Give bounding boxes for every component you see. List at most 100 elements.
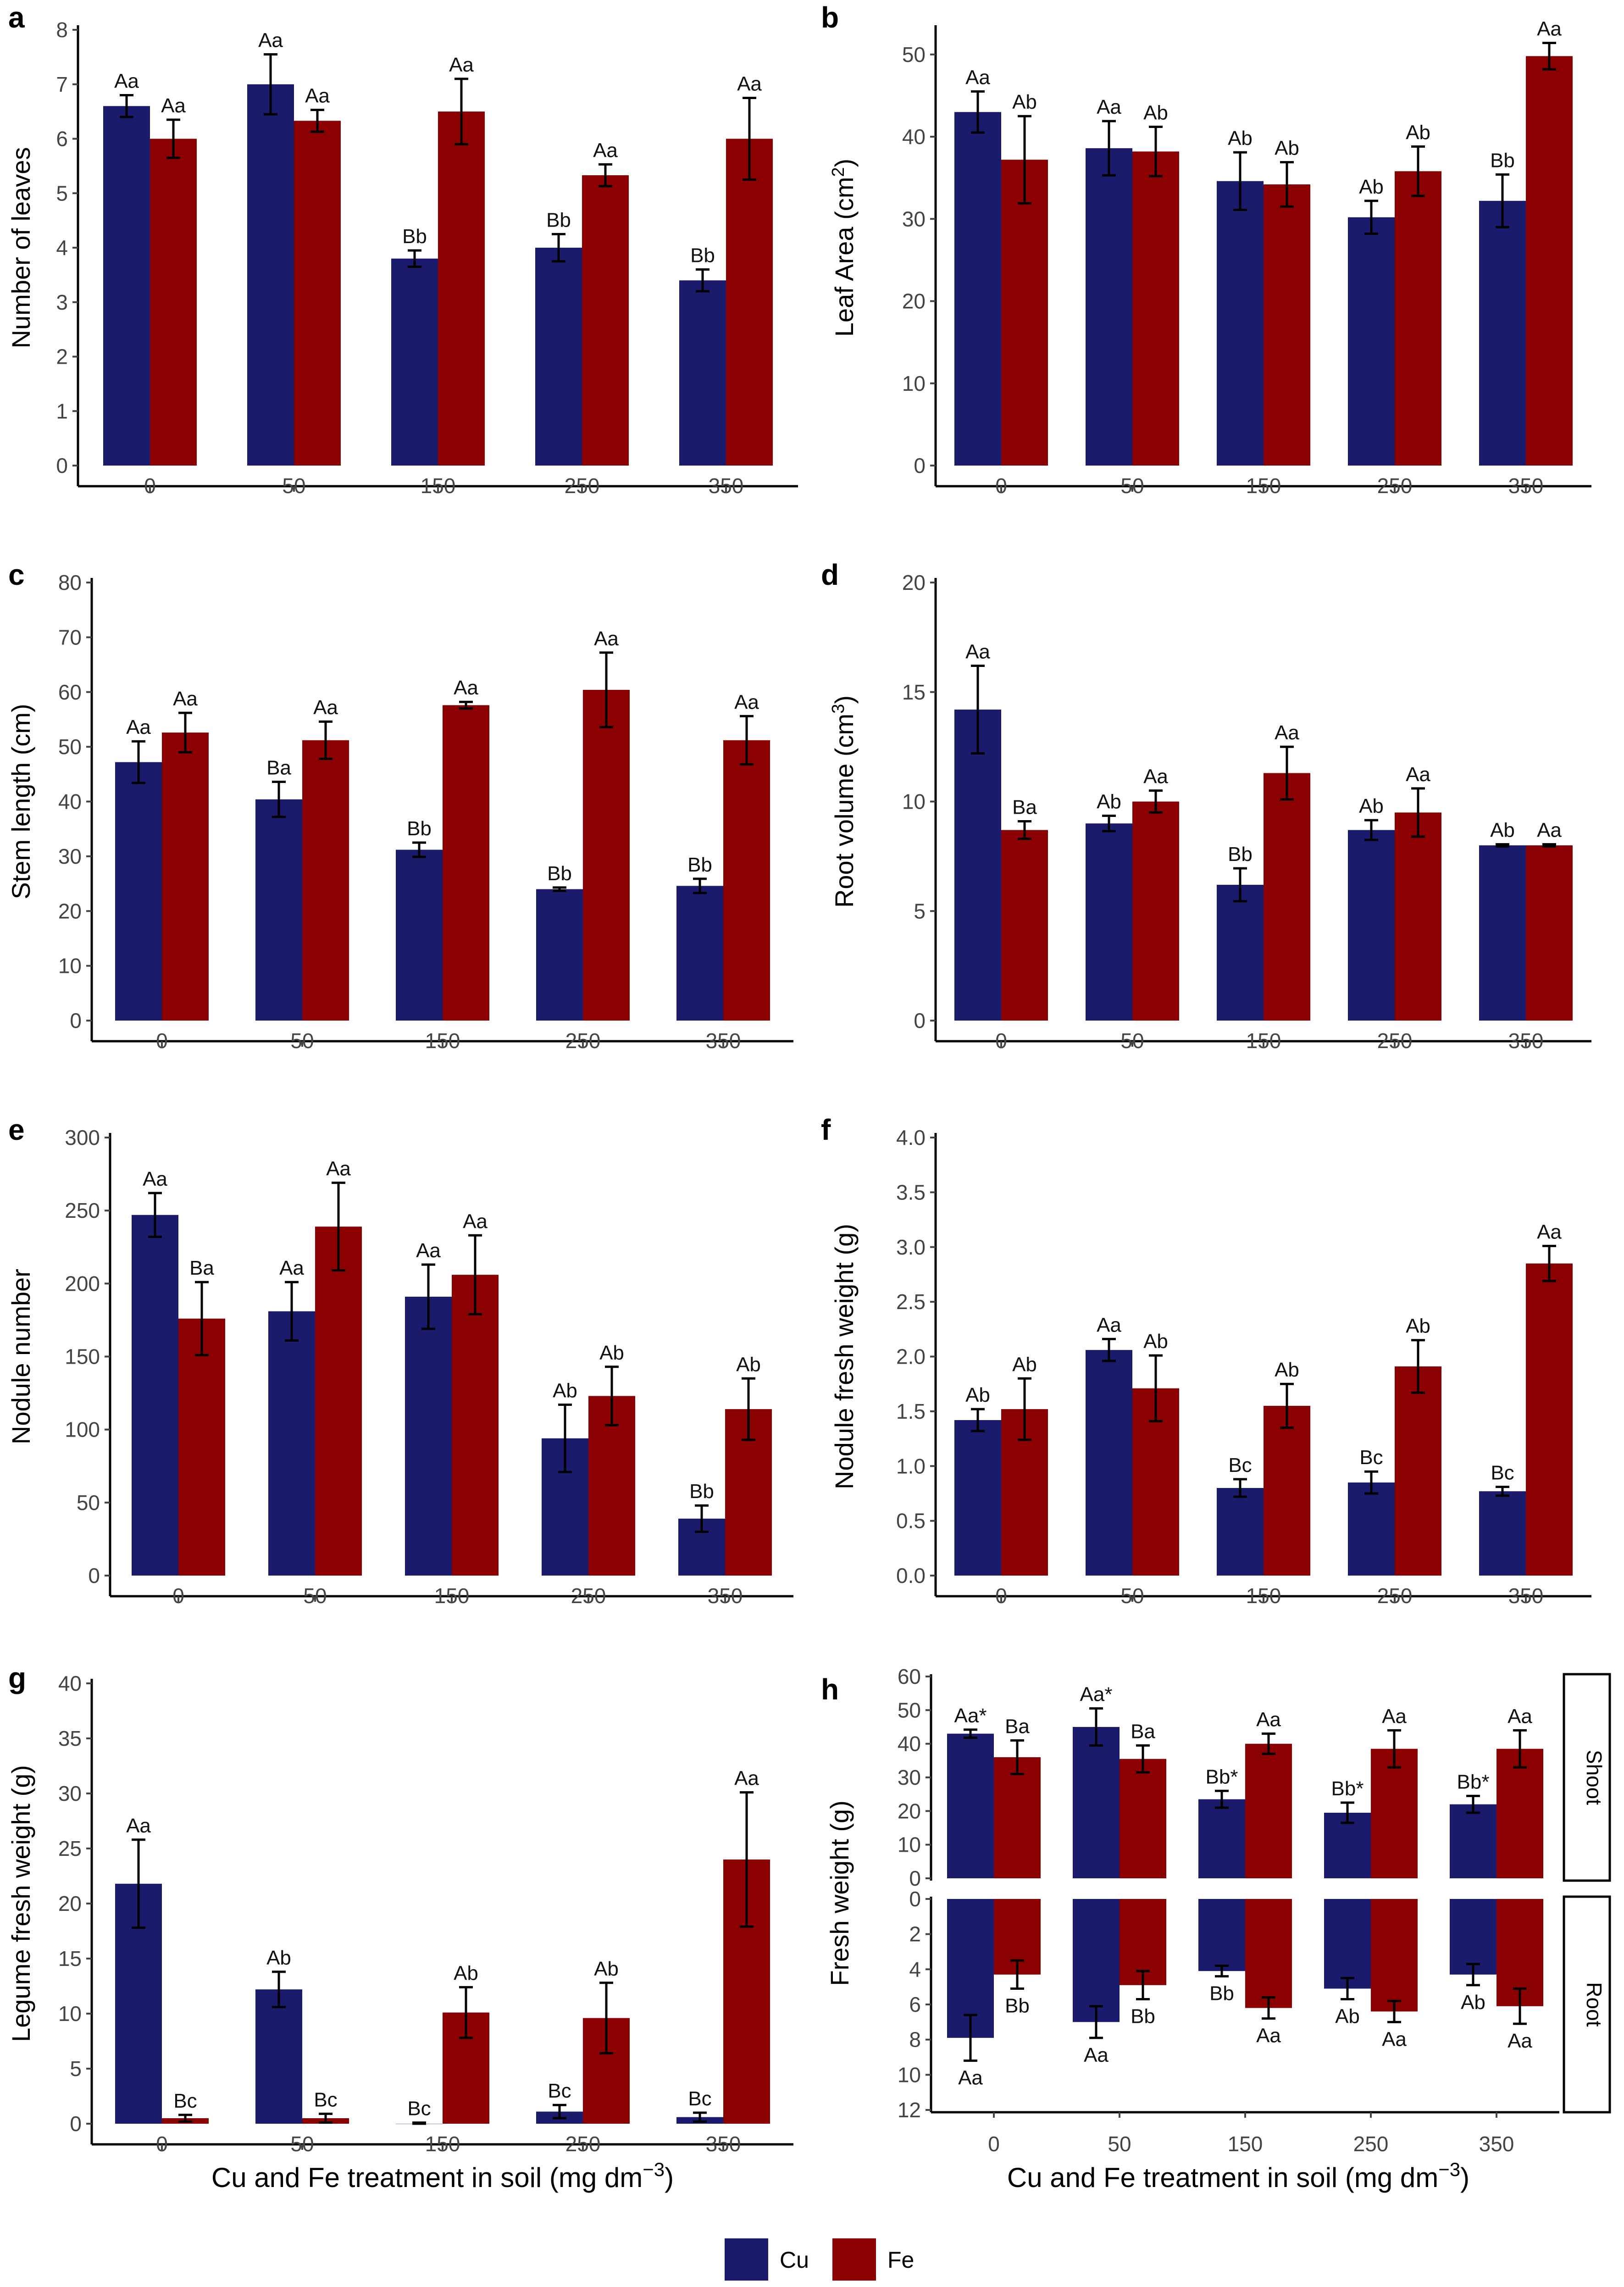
bar-fe-150: [1245, 1743, 1292, 1878]
significance-label: Aa: [1097, 1314, 1121, 1336]
bar-cu-250: [1348, 830, 1395, 1021]
significance-label: Ab: [965, 1384, 990, 1406]
bar-fe-0: [178, 1318, 225, 1576]
bar-fe-150: [1264, 773, 1310, 1021]
x-tick-label: 0: [156, 1029, 168, 1053]
significance-label: Bb: [1131, 2005, 1155, 2028]
y-tick-label: 40: [58, 1671, 82, 1695]
bar-cu-0: [947, 1733, 994, 1878]
y-tick-label: 10: [902, 790, 926, 814]
significance-label: Aa: [965, 640, 990, 663]
significance-label: Ab: [1359, 176, 1384, 198]
x-tick-label: 250: [1353, 2132, 1389, 2156]
x-tick-label: 250: [565, 2132, 601, 2156]
significance-label: Ab: [1406, 1315, 1430, 1338]
y-tick-label: 50: [77, 1491, 100, 1515]
significance-label: Aa: [463, 1210, 488, 1232]
x-tick-label: 0: [988, 2132, 1000, 2156]
y-tick-label: 20: [902, 571, 926, 594]
x-axis-title: Cu and Fe treatment in soil (mg dm−3): [211, 2159, 674, 2193]
panel-e: 0 50 100 150 200 250 300 0 50 150 250 350 Aa Aa Aa Ab Bb…: [6, 1113, 793, 1608]
panel-a: 0 1 2 3 4 5 6 7 8 0 50 150 250 350 Aa Aa Bb Bb Bb Aa Aa Aa Aa A…: [6, 1, 798, 498]
y-tick-label: 50: [902, 43, 926, 67]
x-tick-label: 50: [1120, 1029, 1144, 1053]
y-tick-label: 0: [914, 454, 926, 477]
panel-f: 0.0 0.5 1.0 1.5 2.0 2.5 3.0 3.5 4.0 0 50 150 250 350 A…: [821, 1113, 1591, 1608]
x-tick-label: 350: [709, 474, 744, 498]
bar-cu-150: [1198, 1899, 1245, 1971]
significance-label: Bb*: [1206, 1765, 1238, 1788]
significance-label: Bb: [546, 209, 571, 231]
facet-label: Root: [1582, 1982, 1606, 2026]
significance-label: Ab: [1275, 1359, 1299, 1381]
significance-label: Bb: [1490, 149, 1515, 172]
y-tick-label: 8: [56, 18, 68, 42]
y-tick-label: 40: [58, 790, 82, 814]
x-tick-label: 350: [1508, 1584, 1544, 1608]
y-tick-label: 60: [58, 680, 82, 704]
significance-label: Ab: [266, 1947, 291, 1969]
significance-label: Aa: [313, 696, 338, 719]
panel-letter: c: [8, 558, 25, 591]
bar-cu-350: [1450, 1804, 1497, 1878]
y-tick-label: 20: [58, 1892, 82, 1915]
y-axis-title: Root volume (cm3): [829, 695, 859, 908]
x-tick-label: 150: [1246, 1584, 1281, 1608]
panel-letter: f: [821, 1113, 831, 1146]
bar-cu-350: [1479, 845, 1526, 1021]
significance-label: Aa: [279, 1257, 304, 1279]
bar-fe-350: [726, 139, 773, 466]
significance-label: Aa: [258, 29, 283, 51]
bar-cu-350: [676, 886, 723, 1021]
bar-cu-0: [954, 1420, 1001, 1576]
bar-fe-50: [1132, 801, 1179, 1021]
significance-label: Ab: [1012, 1353, 1037, 1376]
y-axis-title: Number of leaves: [6, 147, 35, 349]
significance-label: Ba: [1012, 796, 1037, 818]
bar-cu-0: [954, 112, 1001, 466]
y-tick-label: 30: [898, 1765, 921, 1789]
significance-label: Ab: [1359, 795, 1384, 817]
bar-cu-50: [1073, 1727, 1120, 1878]
x-tick-label: 150: [425, 1029, 460, 1053]
y-tick-label: 0: [56, 454, 68, 477]
x-tick-label: 350: [1508, 474, 1544, 498]
y-tick-label: 6: [909, 1993, 921, 2016]
significance-label: Aa: [734, 1767, 759, 1790]
significance-label: Ba: [266, 757, 291, 779]
y-tick-label: 10: [58, 2002, 82, 2026]
significance-label: Ba: [1131, 1720, 1155, 1743]
y-tick-label: 2.0: [896, 1345, 926, 1369]
y-tick-label: 20: [898, 1799, 921, 1823]
y-tick-label: 35: [58, 1726, 82, 1750]
bar-cu-150: [396, 849, 443, 1021]
x-tick-label: 0: [995, 474, 1007, 498]
x-tick-label: 0: [144, 474, 156, 498]
significance-label: Ab: [1228, 127, 1253, 150]
panel-letter: g: [8, 1661, 26, 1694]
bar-fe-0: [150, 139, 197, 466]
y-tick-label: 60: [898, 1665, 921, 1688]
y-tick-label: 200: [65, 1271, 100, 1295]
x-tick-label: 350: [1508, 1029, 1544, 1053]
x-tick-label: 50: [290, 2132, 314, 2156]
panel-letter: d: [821, 558, 839, 591]
significance-label: Aa: [416, 1239, 441, 1262]
significance-label: Aa: [737, 72, 762, 95]
significance-label: Ab: [1406, 122, 1430, 144]
y-tick-label: 20: [902, 289, 926, 313]
significance-label: Aa: [449, 54, 474, 76]
x-tick-label: 150: [434, 1584, 470, 1608]
bar-cu-50: [1086, 823, 1132, 1021]
bar-cu-250: [536, 889, 583, 1021]
significance-label: Ab: [1012, 91, 1037, 113]
x-tick-label: 0: [156, 2132, 168, 2156]
y-tick-label: 4: [56, 236, 68, 260]
bar-cu-350: [1479, 1491, 1526, 1576]
bar-fe-50: [1120, 1759, 1166, 1878]
y-axis-title: Stem length (cm): [6, 704, 35, 899]
bar-cu-0: [115, 762, 162, 1021]
bar-cu-50: [1086, 1350, 1132, 1576]
bar-cu-0: [103, 106, 150, 466]
bar-fe-350: [1497, 1749, 1543, 1878]
